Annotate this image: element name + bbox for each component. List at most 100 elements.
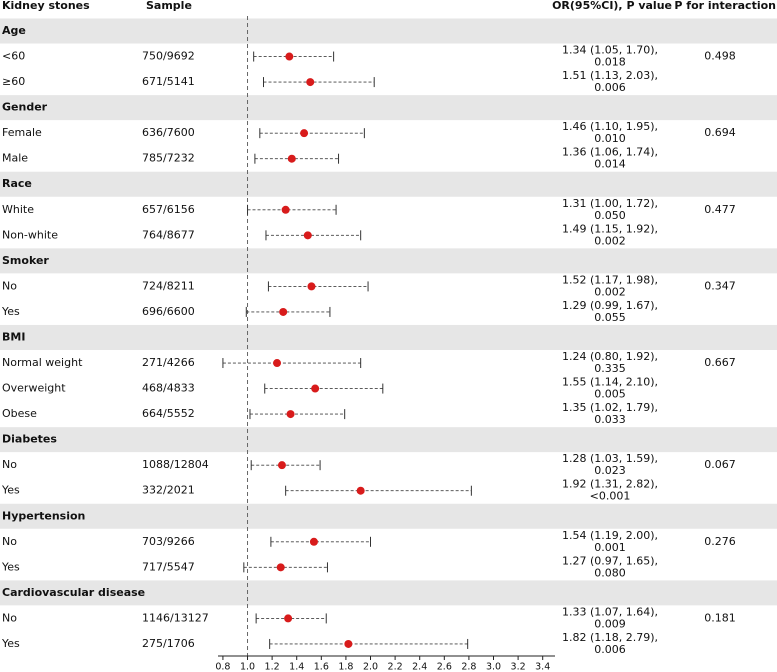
group-band	[0, 427, 777, 453]
bands	[0, 18, 777, 606]
group-band	[0, 18, 777, 44]
p-interaction: 0.498	[704, 50, 736, 63]
x-tick-label: 1.4	[289, 662, 304, 672]
p-interaction: 0.276	[704, 535, 736, 548]
subgroup-label: No	[2, 458, 17, 471]
or-ci: 1.55 (1.14, 2.10),	[562, 376, 658, 389]
group-label: Cardiovascular disease	[2, 586, 145, 599]
sample: 657/6156	[142, 203, 195, 216]
or-ci: 1.36 (1.06, 1.74),	[562, 146, 658, 159]
column-header: OR(95%CI), P value	[552, 0, 672, 12]
subgroup-label: Non-white	[2, 228, 58, 241]
or-point	[279, 307, 288, 316]
or-point	[344, 639, 353, 648]
group-band	[0, 324, 777, 350]
or-point	[303, 231, 312, 240]
subgroup-label: Yes	[1, 484, 20, 497]
x-tick-label: 2.8	[461, 662, 476, 672]
subgroup-label: <60	[2, 50, 25, 63]
p-value: 0.023	[594, 464, 626, 477]
or-point	[309, 537, 318, 546]
sample: 696/6600	[142, 305, 195, 318]
p-value: 0.009	[594, 617, 626, 630]
x-tick-label: 1.8	[338, 662, 353, 672]
x-tick-label: 2.0	[363, 662, 378, 672]
group-label: BMI	[2, 330, 25, 343]
p-value: 0.002	[594, 234, 626, 247]
or-point	[356, 486, 365, 495]
sample: 275/1706	[142, 637, 195, 650]
or-ci: 1.31 (1.00, 1.72),	[562, 197, 658, 210]
p-value: 0.006	[594, 643, 626, 656]
or-ci: 1.35 (1.02, 1.79),	[562, 401, 658, 414]
sample: 764/8677	[142, 228, 195, 241]
subgroup-label: Female	[2, 126, 42, 139]
p-value: 0.050	[594, 209, 626, 222]
p-interaction: 0.477	[704, 203, 736, 216]
subgroup-label: Male	[2, 152, 28, 165]
group-band	[0, 248, 777, 274]
subgroup-label: Normal weight	[2, 356, 83, 369]
p-value: 0.080	[594, 566, 626, 579]
or-point	[307, 282, 316, 291]
or-point	[286, 410, 295, 419]
or-ci: 1.33 (1.07, 1.64),	[562, 605, 658, 618]
sample: 703/9266	[142, 535, 195, 548]
group-label: Smoker	[2, 254, 49, 267]
p-value: 0.335	[594, 362, 626, 375]
or-point	[277, 461, 286, 470]
subgroup-label: White	[2, 203, 34, 216]
or-ci: 1.27 (0.97, 1.65),	[562, 554, 658, 567]
sample: 1088/12804	[142, 458, 209, 471]
p-interaction: 0.181	[704, 611, 736, 624]
or-point	[284, 614, 293, 623]
x-tick-label: 2.2	[388, 662, 403, 672]
subgroup-label: Obese	[2, 407, 37, 420]
p-interaction: 0.067	[704, 458, 736, 471]
or-point	[276, 563, 285, 572]
group-label: Diabetes	[2, 433, 57, 446]
or-ci: 1.46 (1.10, 1.95),	[562, 120, 658, 133]
x-tick-label: 1.6	[314, 662, 329, 672]
or-point	[273, 359, 282, 368]
sample: 785/7232	[142, 152, 195, 165]
or-point	[287, 154, 296, 163]
x-tick-label: 2.4	[412, 662, 427, 672]
or-ci: 1.92 (1.31, 2.82),	[562, 478, 658, 491]
or-ci: 1.34 (1.05, 1.70),	[562, 44, 658, 57]
p-value: 0.010	[594, 132, 626, 145]
x-tick-label: 3.2	[511, 662, 526, 672]
sample: 724/8211	[142, 279, 195, 292]
subgroup-label: Yes	[1, 305, 20, 318]
or-ci: 1.82 (1.18, 2.79),	[562, 631, 658, 644]
or-point	[281, 205, 290, 214]
or-ci: 1.28 (1.03, 1.59),	[562, 452, 658, 465]
group-band	[0, 171, 777, 197]
subgroup-label: Yes	[1, 637, 20, 650]
x-tick-label: 3.4	[535, 662, 550, 672]
group-label: Gender	[2, 101, 48, 114]
p-value: 0.055	[594, 311, 626, 324]
p-interaction: 0.694	[704, 126, 736, 139]
or-ci: 1.54 (1.19, 2.00),	[562, 529, 658, 542]
sample: 664/5552	[142, 407, 195, 420]
column-header: P for interaction	[674, 0, 776, 12]
or-ci: 1.49 (1.15, 1.92),	[562, 222, 658, 235]
subgroup-label: No	[2, 611, 17, 624]
p-value: 0.002	[594, 285, 626, 298]
x-tick-label: 0.8	[215, 662, 230, 672]
p-value: 0.006	[594, 81, 626, 94]
p-value: 0.001	[594, 541, 626, 554]
x-tick-label: 1.2	[265, 662, 280, 672]
group-band	[0, 580, 777, 606]
sample: 717/5547	[142, 560, 195, 573]
p-value: <0.001	[590, 490, 631, 503]
subgroup-label: No	[2, 279, 17, 292]
column-header: Sample	[146, 0, 192, 12]
x-tick-label: 2.6	[437, 662, 452, 672]
p-value: 0.018	[594, 56, 626, 69]
or-point	[306, 78, 315, 87]
sample: 750/9692	[142, 50, 195, 63]
group-label: Hypertension	[2, 509, 85, 522]
